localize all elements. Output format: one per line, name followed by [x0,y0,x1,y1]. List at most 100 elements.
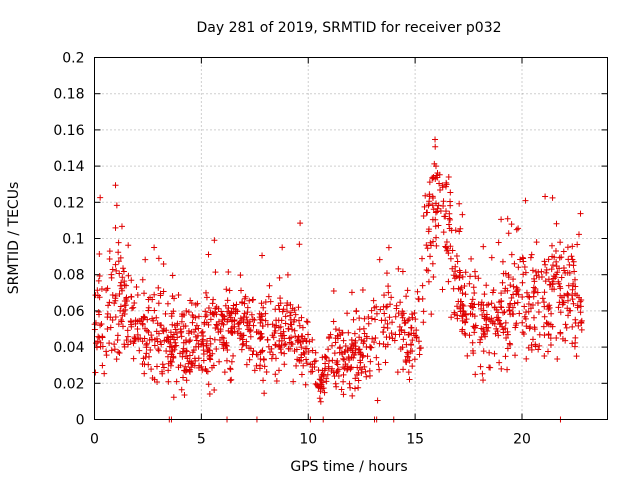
data-point [142,325,149,332]
data-point [175,292,182,299]
data-point [505,304,512,311]
data-point [459,312,466,319]
data-point [458,313,465,320]
data-point [535,346,542,353]
data-point [131,300,138,307]
data-point [401,329,408,336]
data-point [568,253,575,260]
data-point [541,289,548,296]
data-point [173,378,180,385]
data-point [363,335,370,342]
data-point [118,279,125,286]
data-point [577,319,584,326]
data-point [528,251,535,258]
data-point [564,269,571,276]
data-point [510,311,517,318]
data-point [356,326,363,333]
data-point [350,316,357,323]
data-point [425,278,432,285]
data-point [548,266,555,273]
data-point [569,296,576,303]
data-point [499,323,506,330]
data-point [349,347,356,354]
data-point [262,317,269,324]
data-point [355,384,362,391]
data-point [437,186,444,193]
data-point [334,368,341,375]
data-point [478,299,485,306]
data-point [109,317,116,324]
data-point [155,284,162,291]
data-point [562,337,569,344]
data-point [342,361,349,368]
data-point [491,304,498,311]
data-point [268,355,275,362]
data-point [117,307,124,314]
data-point [523,323,530,330]
data-point [569,340,576,347]
data-point [164,300,171,307]
data-point [112,182,119,189]
data-point [322,354,329,361]
data-point [531,326,538,333]
data-point [178,333,185,340]
data-point [253,362,260,369]
data-point [567,307,574,314]
data-point [486,349,493,356]
y-tick-label: 0.18 [53,87,84,103]
data-point [298,371,305,378]
y-tick-label: 0.2 [62,51,84,67]
data-point [139,360,146,367]
data-point [185,330,192,337]
data-point [366,367,373,374]
data-point [121,341,128,348]
data-point [447,216,454,223]
data-point [179,348,186,355]
data-point [333,383,340,390]
data-point [313,381,320,388]
data-point [368,307,375,314]
data-point [340,364,347,371]
data-point [545,256,552,263]
data-point [432,223,439,230]
data-point [141,313,148,320]
data-point [96,311,103,318]
data-point [548,310,555,317]
data-point [558,274,565,281]
data-point [532,285,539,292]
data-point [353,307,360,314]
data-point [206,347,213,354]
data-point [143,350,150,357]
data-point [230,302,237,309]
data-point [95,277,102,284]
data-point [409,337,416,344]
data-point [103,352,110,359]
data-point [281,332,288,339]
data-point [501,309,508,316]
data-point [393,302,400,309]
y-axis-label: SRMTID / TECUs [6,182,22,295]
data-point [114,336,121,343]
data-point [165,336,172,343]
data-point [246,297,253,304]
data-point [181,391,188,398]
data-point [215,318,222,325]
x-tick-label: 10 [299,432,317,448]
data-point [174,320,181,327]
data-point [305,349,312,356]
data-point [96,250,103,257]
data-point [272,341,279,348]
data-point [427,239,434,246]
data-point [243,361,250,368]
data-point [545,306,552,313]
data-point [240,340,247,347]
data-point [250,296,257,303]
data-point [109,266,116,273]
data-point [510,283,517,290]
data-point [459,290,466,297]
data-point [456,228,463,235]
data-point [467,273,474,280]
data-point [202,308,209,315]
data-point [186,358,193,365]
data-point [533,272,540,279]
